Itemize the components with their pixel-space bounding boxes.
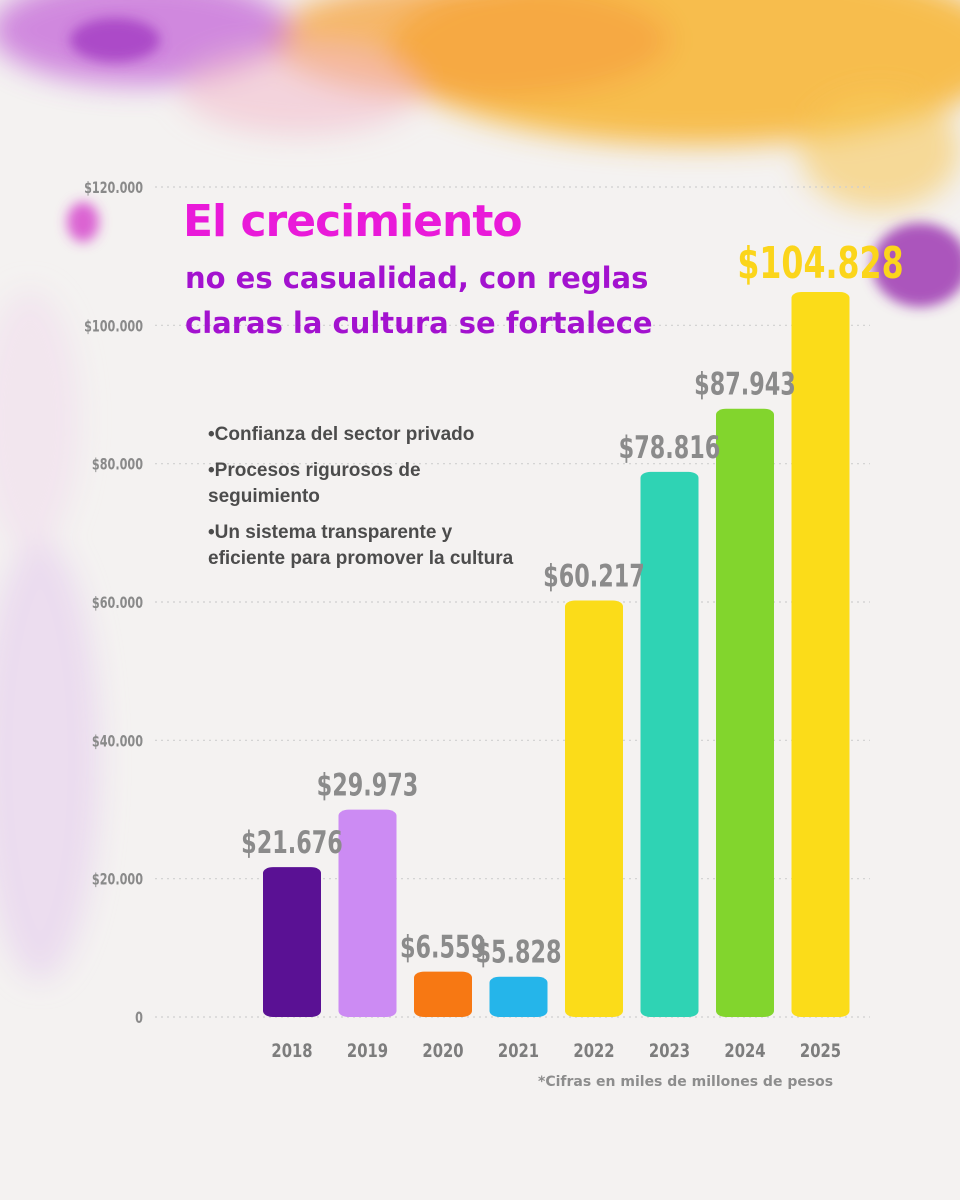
value-label: $5.828 [475,935,561,971]
x-tick-label: 2019 [347,1040,388,1062]
y-tick-label: $80.000 [92,456,143,474]
x-tick-label: 2021 [498,1040,539,1062]
bar [791,291,850,1017]
y-tick-label: $40.000 [92,733,143,751]
bar [716,408,774,1018]
footnote: *Cifras en miles de millones de pesos [538,1074,834,1090]
bar [263,867,321,1017]
chart-title: El crecimiento [183,196,523,247]
x-tick-label: 2025 [800,1040,841,1062]
x-tick-label: 2022 [573,1040,614,1062]
bar [565,600,623,1017]
value-label: $104.828 [737,238,903,290]
bullet-item: Un sistema transparente y eficiente para… [208,520,528,572]
chart-subtitle: no es casualidad, con reglas claras la c… [185,261,653,340]
x-tick-label: 2020 [422,1040,463,1062]
bar [414,971,472,1017]
x-tick-label: 2023 [649,1040,690,1062]
y-tick-label: $120.000 [84,180,143,198]
paint-splash-decoration [0,0,960,980]
x-tick-label: 2024 [724,1040,765,1062]
bullet-item: Procesos rigurosos de seguimiento [208,458,528,510]
bullet-list: Confianza del sector privado Procesos ri… [208,422,528,582]
bar [640,471,699,1018]
y-tick-label: $60.000 [92,595,143,613]
value-label: $21.676 [241,826,343,862]
bar [489,976,548,1017]
bullet-item: Confianza del sector privado [208,422,528,448]
y-tick-label: 0 [135,1010,143,1028]
value-label: $6.559 [400,930,486,966]
y-tick-label: $100.000 [84,318,143,336]
y-axis: 0 $20.000 $40.000 $60.000 $80.000 $100.000 $12… [84,180,143,1028]
value-label: $60.217 [543,559,645,595]
x-tick-label: 2018 [271,1040,312,1062]
bars [263,291,850,1018]
y-tick-label: $20.000 [92,871,143,889]
value-label: $78.816 [619,430,721,466]
x-axis: 2018 2019 2020 2021 2022 2023 2024 2025 [271,1040,841,1062]
value-labels: $21.676 $29.973 $6.559$5.828 $60.217 $78.816… [241,238,903,971]
bar [338,809,397,1017]
value-label: $87.943 [694,367,796,403]
value-label: $29.973 [317,768,419,804]
